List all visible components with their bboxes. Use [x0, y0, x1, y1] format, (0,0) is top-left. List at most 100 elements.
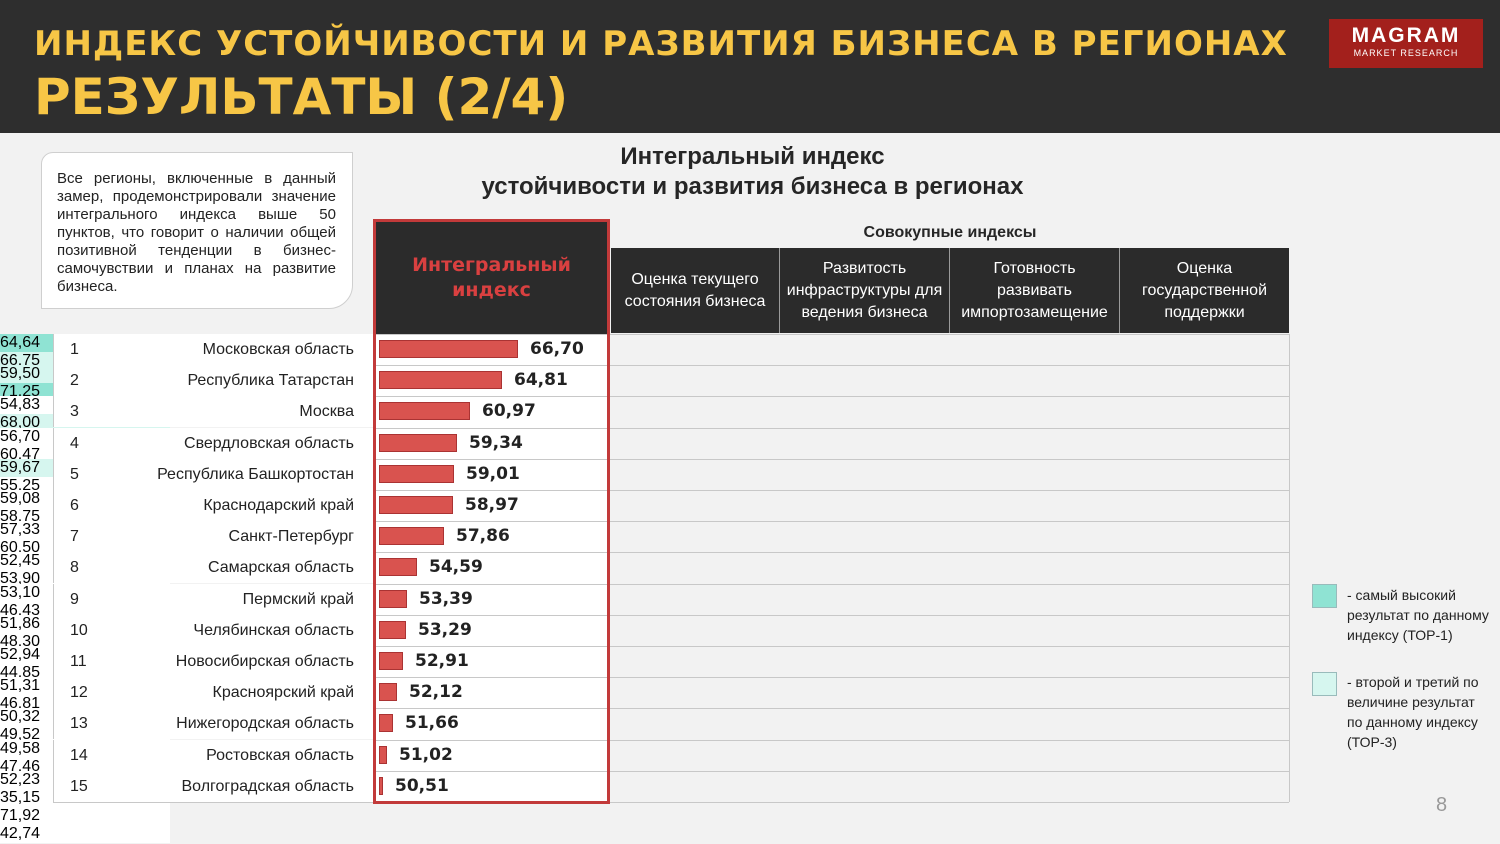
row-region: Нижегородская область [113, 708, 373, 739]
row-divider [53, 771, 1289, 772]
integral-value: 59,01 [466, 464, 520, 484]
integral-bar [379, 527, 444, 545]
row-rank: 6 [53, 490, 113, 521]
row-divider [53, 615, 1289, 616]
integral-bar [379, 590, 407, 608]
integral-bar [379, 683, 397, 701]
integral-value: 53,39 [419, 589, 473, 609]
row-rank: 12 [53, 677, 113, 708]
row-rank: 11 [53, 646, 113, 677]
row-region: Республика Башкортостан [113, 459, 373, 490]
row-region: Москва [113, 396, 373, 427]
row-rank: 7 [53, 521, 113, 552]
row-region: Ростовская область [113, 740, 373, 771]
row-rank: 10 [53, 615, 113, 646]
integral-bar [379, 558, 417, 576]
row-region: Красноярский край [113, 677, 373, 708]
integral-value: 64,81 [514, 370, 568, 390]
integral-value: 52,91 [415, 651, 469, 671]
row-rank: 3 [53, 396, 113, 427]
integral-value: 58,97 [465, 495, 519, 515]
integral-value: 51,02 [399, 745, 453, 765]
row-divider [53, 459, 1289, 460]
row-region: Московская область [113, 334, 373, 365]
integral-bar [379, 714, 393, 732]
row-rank: 4 [53, 428, 113, 459]
integral-value: 57,86 [456, 526, 510, 546]
integral-value: 53,29 [418, 620, 472, 640]
summary-note: Все регионы, включенные в данный замер, … [41, 152, 353, 309]
legend-swatch-top1 [1312, 584, 1337, 608]
logo-sub: MARKET RESEARCH [1353, 48, 1459, 58]
row-divider [53, 365, 1289, 366]
integral-column-frame: Интегральный индекс [373, 219, 610, 804]
row-divider [53, 521, 1289, 522]
integral-bar [379, 340, 518, 358]
column-header-4: Оценка государственной поддержки [1119, 248, 1289, 333]
legend-text-top1: - самый высокий результат по данному инд… [1347, 587, 1489, 643]
page-subtitle: РЕЗУЛЬТАТЫ (2/4) [34, 68, 569, 126]
page-title: ИНДЕКС УСТОЙЧИВОСТИ И РАЗВИТИЯ БИЗНЕСА В… [34, 24, 1288, 64]
row-divider [53, 646, 1289, 647]
integral-bar [379, 496, 453, 514]
row-divider [53, 740, 1289, 741]
integral-bar [379, 465, 454, 483]
index-cell: 71,92 [0, 807, 170, 825]
row-region: Республика Татарстан [113, 365, 373, 396]
logo-main: MAGRAM [1351, 24, 1461, 47]
legend-swatch-top3 [1312, 672, 1337, 696]
row-region: Санкт-Петербург [113, 521, 373, 552]
row-rank: 5 [53, 459, 113, 490]
column-header-1: Оценка текущего состояния бизнеса [611, 248, 779, 333]
row-region: Краснодарский край [113, 490, 373, 521]
integral-value: 50,51 [395, 776, 449, 796]
table-title-line1: Интегральный индекс [620, 143, 885, 170]
integral-value: 54,59 [429, 557, 483, 577]
header-bar: ИНДЕКС УСТОЙЧИВОСТИ И РАЗВИТИЯ БИЗНЕСА В… [0, 0, 1500, 133]
integral-value: 59,34 [469, 433, 523, 453]
integral-value: 66,70 [530, 339, 584, 359]
table-row: 15 Волгоградская область 52,23 35,15 71,92 42… [0, 771, 1500, 843]
table-title: Интегральный индекс устойчивости и разви… [400, 142, 1105, 202]
row-divider [53, 334, 1289, 335]
row-rank: 8 [53, 552, 113, 583]
row-divider [53, 428, 1289, 429]
legend-text-top3: - второй и третий по величине результат … [1347, 674, 1479, 750]
integral-bar [379, 434, 457, 452]
integral-bar [379, 621, 406, 639]
integral-bar [379, 777, 383, 795]
row-divider [53, 490, 1289, 491]
row-divider [53, 708, 1289, 709]
integral-value: 52,12 [409, 682, 463, 702]
row-region: Пермский край [113, 584, 373, 615]
row-region: Новосибирская область [113, 646, 373, 677]
index-cell: 42,74 [0, 825, 170, 843]
row-region: Челябинская область [113, 615, 373, 646]
column-header-3: Готовность развивать импортозамещение [949, 248, 1119, 333]
row-rank: 15 [53, 771, 113, 802]
column-header-2: Развитость инфраструктуры для ведения би… [779, 248, 949, 333]
row-rank: 2 [53, 365, 113, 396]
table-right-border [1289, 334, 1290, 802]
integral-bar [379, 652, 403, 670]
row-region: Самарская область [113, 552, 373, 583]
row-rank: 13 [53, 708, 113, 739]
integral-bar [379, 746, 387, 764]
row-region: Волгоградская область [113, 771, 373, 802]
row-divider [53, 584, 1289, 585]
row-rank: 9 [53, 584, 113, 615]
row-divider [53, 396, 1289, 397]
